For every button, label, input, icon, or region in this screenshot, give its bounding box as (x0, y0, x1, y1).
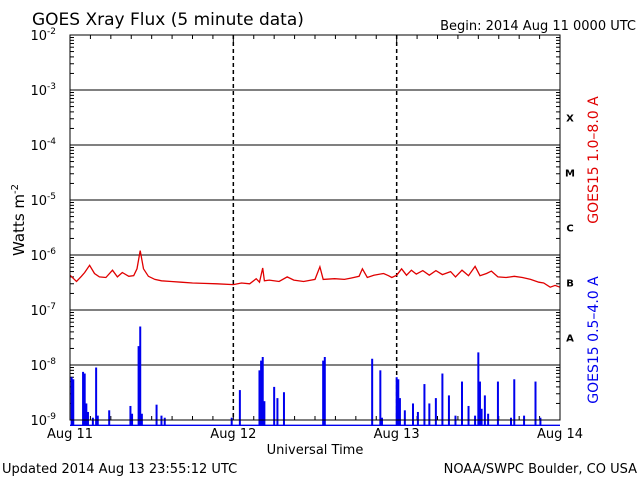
x-axis-label: Universal Time (267, 443, 364, 458)
y-tick-exponent: -5 (47, 192, 56, 202)
y-tick-label: 10-7 (30, 302, 56, 319)
flare-class-labels: X M C B A (565, 114, 575, 345)
y-tick-base: 10 (30, 249, 47, 264)
x-tick-label: Aug 14 (537, 427, 583, 442)
series-label-short: GOES15 0.5–4.0 A (586, 276, 602, 404)
y-tick-label: 10-9 (30, 412, 56, 429)
y-tick-label: 10-8 (30, 357, 56, 374)
flare-class-c: C (566, 224, 573, 235)
x-tick-label: Aug 11 (47, 427, 93, 442)
y-tick-exponent: -9 (47, 412, 56, 422)
series-line-long (69, 250, 561, 288)
x-tick-labels: Aug 11 Aug 12 Aug 13 Aug 14 (47, 427, 583, 442)
y-tick-label: 10-4 (30, 137, 56, 154)
y-tick-exponent: -3 (47, 82, 56, 92)
y-tick-label: 10-5 (30, 192, 56, 209)
y-tick-exponent: -4 (47, 137, 56, 147)
flare-class-x: X (566, 114, 574, 125)
data-source: NOAA/SWPC Boulder, CO USA (444, 462, 637, 477)
x-tick-label: Aug 13 (374, 427, 420, 442)
chart-title: GOES Xray Flux (5 minute data) (32, 10, 304, 30)
y-tick-label: 10-6 (30, 247, 56, 264)
y-axis-label-text: Watts m (10, 194, 28, 256)
y-tick-labels: 10-210-310-410-510-610-710-810-9 (30, 27, 56, 429)
y-tick-base: 10 (30, 359, 47, 374)
y-tick-base: 10 (30, 194, 47, 209)
x-tick-label: Aug 12 (210, 427, 256, 442)
y-tick-base: 10 (30, 414, 47, 429)
y-tick-label: 10-3 (30, 82, 56, 99)
y-tick-exponent: -6 (47, 247, 56, 257)
y-tick-base: 10 (30, 84, 47, 99)
y-tick-base: 10 (30, 304, 47, 319)
plot-frame (69, 34, 561, 421)
flare-class-m: M (565, 169, 575, 180)
flare-class-a: A (566, 334, 574, 345)
y-tick-exponent: -2 (47, 27, 56, 37)
updated-timestamp: Updated 2014 Aug 13 23:55:12 UTC (2, 462, 237, 477)
y-tick-base: 10 (30, 139, 47, 154)
y-axis-label: Watts m-2 (10, 184, 28, 256)
y-tick-exponent: -8 (47, 357, 56, 367)
series-layer (69, 250, 561, 426)
series-label-long: GOES15 1.0–8.0 A (586, 96, 602, 224)
grid-layer (69, 34, 561, 421)
y-axis-label-sup: -2 (10, 184, 21, 194)
y-tick-base: 10 (30, 29, 47, 44)
y-tick-exponent: -7 (47, 302, 56, 312)
begin-label: Begin: 2014 Aug 11 0000 UTC (440, 19, 636, 34)
y-tick-label: 10-2 (30, 27, 56, 44)
flare-class-b: B (566, 279, 574, 290)
